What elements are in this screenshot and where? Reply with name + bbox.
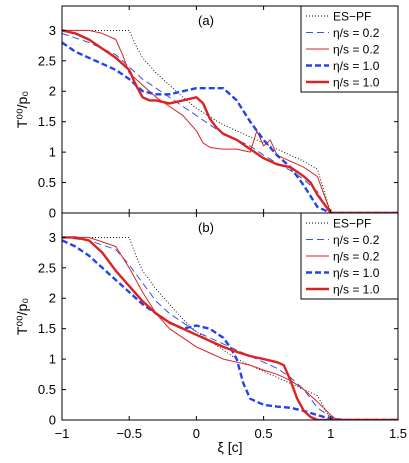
series-group xyxy=(62,236,398,420)
x-tick-label: 1.5 xyxy=(389,426,407,441)
series-line-0 xyxy=(62,29,398,213)
x-tick-label: −0.5 xyxy=(116,426,142,441)
y-tick-label: 0.5 xyxy=(38,175,56,190)
y-tick-label: 1 xyxy=(49,352,56,367)
legend: ES−PF η/s = 0.2 η/s = 0.2 η/s = 1.0 η/s = 1.… xyxy=(300,5,399,93)
y-tick-label: 0 xyxy=(49,206,56,221)
y-tick-label: 0.5 xyxy=(38,382,56,397)
panel-b: 0 0.5 1 1.5 2 2.5 3 −1 −0.5 0 0.5 1 1.5 (b) T⁰⁰/p₀ ξ [c… xyxy=(14,212,407,455)
y-axis-label: T⁰⁰/p₀ xyxy=(14,91,30,128)
legend-entry-label: ES−PF xyxy=(333,217,371,231)
legend-entry-label: η/s = 0.2 xyxy=(333,43,380,57)
legend-entry-label: η/s = 1.0 xyxy=(333,76,380,90)
series-line-4 xyxy=(62,29,398,213)
series-line-2 xyxy=(62,29,398,213)
y-tick-label: 2 xyxy=(49,291,56,306)
x-tick-label: 1 xyxy=(327,426,334,441)
y-tick-label: 3 xyxy=(49,23,56,38)
y-tick-label: 2 xyxy=(49,84,56,99)
legend-entry-label: η/s = 1.0 xyxy=(333,59,380,73)
series-line-1 xyxy=(62,236,398,420)
series-line-4 xyxy=(62,236,398,420)
series-line-3 xyxy=(62,41,398,213)
panel-label: (a) xyxy=(198,13,214,28)
legend: ES−PF η/s = 0.2 η/s = 0.2 η/s = 1.0 η/s = 1.… xyxy=(300,212,399,300)
y-tick-label: 1.5 xyxy=(38,114,56,129)
legend-entry-label: η/s = 0.2 xyxy=(333,250,380,264)
legend-entry-label: ES−PF xyxy=(333,10,371,24)
y-tick-label: 3 xyxy=(49,230,56,245)
legend-entry-label: η/s = 1.0 xyxy=(333,283,380,297)
panel-a: 0 0.5 1 1.5 2 2.5 3 (a) T⁰⁰/p₀ ES−PF η/s = 0.2 η/s … xyxy=(14,5,399,221)
axes-frame xyxy=(61,212,399,421)
x-tick-label: −1 xyxy=(55,426,70,441)
y-axis-label: T⁰⁰/p₀ xyxy=(14,298,30,335)
legend-entry-label: η/s = 0.2 xyxy=(333,26,380,40)
x-tick-label: 0.5 xyxy=(255,426,273,441)
panel-label: (b) xyxy=(198,220,214,235)
y-tick-label: 1 xyxy=(49,145,56,160)
x-tick-label: 0 xyxy=(193,426,200,441)
x-axis-label: ξ [c] xyxy=(218,439,243,455)
y-tick-label: 2.5 xyxy=(38,53,56,68)
legend-entry-label: η/s = 0.2 xyxy=(333,233,380,247)
y-tick-label: 1.5 xyxy=(38,321,56,336)
series-group xyxy=(62,29,398,213)
y-tick-label: 2.5 xyxy=(38,260,56,275)
legend-entry-label: η/s = 1.0 xyxy=(333,266,380,280)
series-line-2 xyxy=(62,236,398,420)
y-tick-label: 0 xyxy=(49,413,56,428)
